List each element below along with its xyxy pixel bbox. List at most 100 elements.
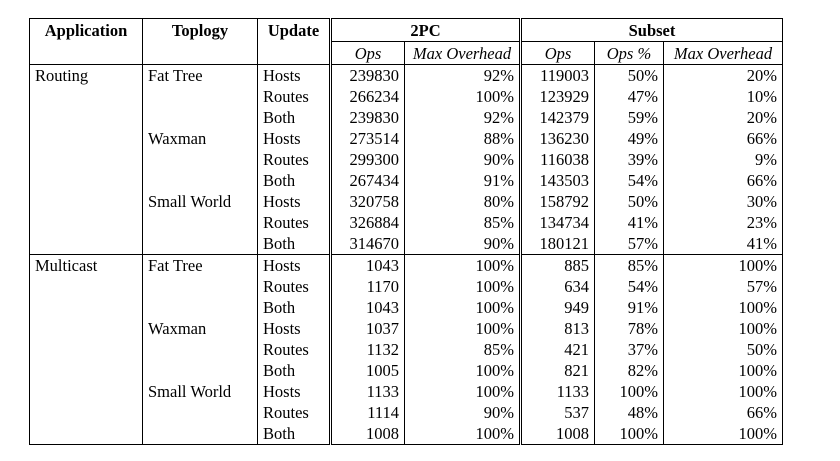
- cell-subset-max-overhead: 20%: [663, 64, 783, 86]
- table-header: Application Toplogy Update 2PC Subset Op…: [29, 18, 783, 65]
- table-row: Routes 1114 90% 537 48% 66%: [29, 402, 783, 423]
- cell-subset-ops: 180121: [520, 233, 595, 255]
- cell-subset-ops-pct: 78%: [594, 318, 664, 339]
- table-row: Both 239830 92% 142379 59% 20%: [29, 107, 783, 128]
- cell-application: [29, 360, 143, 381]
- cell-subset-ops: 821: [520, 360, 595, 381]
- header-spacer: [142, 41, 258, 65]
- cell-topology: [142, 107, 258, 128]
- cell-application: [29, 128, 143, 149]
- cell-subset-max-overhead: 100%: [663, 423, 783, 445]
- header-subset-max-overhead: Max Overhead: [663, 41, 783, 65]
- cell-subset-max-overhead: 50%: [663, 339, 783, 360]
- cell-application: Multicast: [29, 254, 143, 276]
- table-row: Both 1008 100% 1008 100% 100%: [29, 423, 783, 445]
- cell-update: Routes: [257, 86, 332, 107]
- table-row: Both 1005 100% 821 82% 100%: [29, 360, 783, 381]
- header-subset-ops-pct: Ops %: [594, 41, 664, 65]
- cell-2pc-max-overhead: 100%: [404, 86, 522, 107]
- cell-topology: [142, 233, 258, 255]
- cell-subset-max-overhead: 100%: [663, 297, 783, 318]
- cell-application: [29, 423, 143, 445]
- table-row: Routes 1170 100% 634 54% 57%: [29, 276, 783, 297]
- cell-2pc-max-overhead: 90%: [404, 402, 522, 423]
- table-row: Both 314670 90% 180121 57% 41%: [29, 233, 783, 255]
- cell-2pc-ops: 1043: [330, 297, 405, 318]
- cell-subset-max-overhead: 100%: [663, 254, 783, 276]
- cell-subset-ops-pct: 41%: [594, 212, 664, 233]
- cell-topology: [142, 86, 258, 107]
- table-row: Waxman Hosts 1037 100% 813 78% 100%: [29, 318, 783, 339]
- cell-subset-ops-pct: 57%: [594, 233, 664, 255]
- cell-topology: Small World: [142, 381, 258, 402]
- cell-subset-max-overhead: 66%: [663, 170, 783, 191]
- cell-2pc-ops: 314670: [330, 233, 405, 255]
- cell-subset-ops: 134734: [520, 212, 595, 233]
- header-spacer: [29, 41, 143, 65]
- cell-2pc-ops: 326884: [330, 212, 405, 233]
- cell-2pc-ops: 273514: [330, 128, 405, 149]
- table-row: Both 267434 91% 143503 54% 66%: [29, 170, 783, 191]
- table-row: Waxman Hosts 273514 88% 136230 49% 66%: [29, 128, 783, 149]
- cell-subset-ops-pct: 50%: [594, 191, 664, 212]
- cell-subset-max-overhead: 100%: [663, 318, 783, 339]
- cell-subset-max-overhead: 66%: [663, 128, 783, 149]
- cell-application: [29, 297, 143, 318]
- cell-subset-ops-pct: 100%: [594, 423, 664, 445]
- cell-subset-max-overhead: 9%: [663, 149, 783, 170]
- cell-subset-ops-pct: 48%: [594, 402, 664, 423]
- cell-update: Hosts: [257, 64, 332, 86]
- cell-subset-ops: 634: [520, 276, 595, 297]
- cell-subset-ops-pct: 39%: [594, 149, 664, 170]
- cell-subset-ops-pct: 85%: [594, 254, 664, 276]
- cell-update: Both: [257, 233, 332, 255]
- header-2pc: 2PC: [330, 18, 522, 42]
- cell-2pc-max-overhead: 100%: [404, 297, 522, 318]
- cell-2pc-ops: 1170: [330, 276, 405, 297]
- cell-update: Routes: [257, 149, 332, 170]
- cell-subset-max-overhead: 100%: [663, 381, 783, 402]
- cell-2pc-ops: 1037: [330, 318, 405, 339]
- cell-topology: [142, 149, 258, 170]
- cell-update: Routes: [257, 339, 332, 360]
- table-row: Routes 1132 85% 421 37% 50%: [29, 339, 783, 360]
- cell-subset-ops: 1008: [520, 423, 595, 445]
- cell-topology: [142, 423, 258, 445]
- cell-update: Hosts: [257, 254, 332, 276]
- cell-application: [29, 339, 143, 360]
- cell-subset-ops: 136230: [520, 128, 595, 149]
- cell-2pc-ops: 1005: [330, 360, 405, 381]
- cell-subset-ops: 119003: [520, 64, 595, 86]
- table-row: Routes 326884 85% 134734 41% 23%: [29, 212, 783, 233]
- cell-topology: [142, 402, 258, 423]
- cell-subset-max-overhead: 30%: [663, 191, 783, 212]
- cell-subset-ops: 885: [520, 254, 595, 276]
- cell-subset-ops-pct: 47%: [594, 86, 664, 107]
- cell-subset-max-overhead: 23%: [663, 212, 783, 233]
- cell-2pc-ops: 299300: [330, 149, 405, 170]
- cell-update: Routes: [257, 212, 332, 233]
- cell-application: [29, 170, 143, 191]
- cell-application: [29, 381, 143, 402]
- cell-topology: [142, 170, 258, 191]
- cell-2pc-max-overhead: 92%: [404, 107, 522, 128]
- table-row: Multicast Fat Tree Hosts 1043 100% 885 85% 100%: [29, 254, 783, 276]
- header-subset-ops: Ops: [520, 41, 595, 65]
- cell-topology: [142, 339, 258, 360]
- cell-update: Both: [257, 423, 332, 445]
- cell-subset-max-overhead: 57%: [663, 276, 783, 297]
- cell-update: Routes: [257, 402, 332, 423]
- cell-2pc-ops: 1043: [330, 254, 405, 276]
- cell-2pc-max-overhead: 85%: [404, 339, 522, 360]
- cell-subset-max-overhead: 20%: [663, 107, 783, 128]
- cell-subset-ops-pct: 59%: [594, 107, 664, 128]
- header-application: Application: [29, 18, 143, 42]
- cell-2pc-max-overhead: 100%: [404, 381, 522, 402]
- cell-update: Both: [257, 170, 332, 191]
- cell-subset-ops: 142379: [520, 107, 595, 128]
- cell-subset-ops-pct: 82%: [594, 360, 664, 381]
- table-row: Small World Hosts 1133 100% 1133 100% 100%: [29, 381, 783, 402]
- cell-subset-ops-pct: 91%: [594, 297, 664, 318]
- cell-update: Routes: [257, 276, 332, 297]
- cell-subset-ops: 116038: [520, 149, 595, 170]
